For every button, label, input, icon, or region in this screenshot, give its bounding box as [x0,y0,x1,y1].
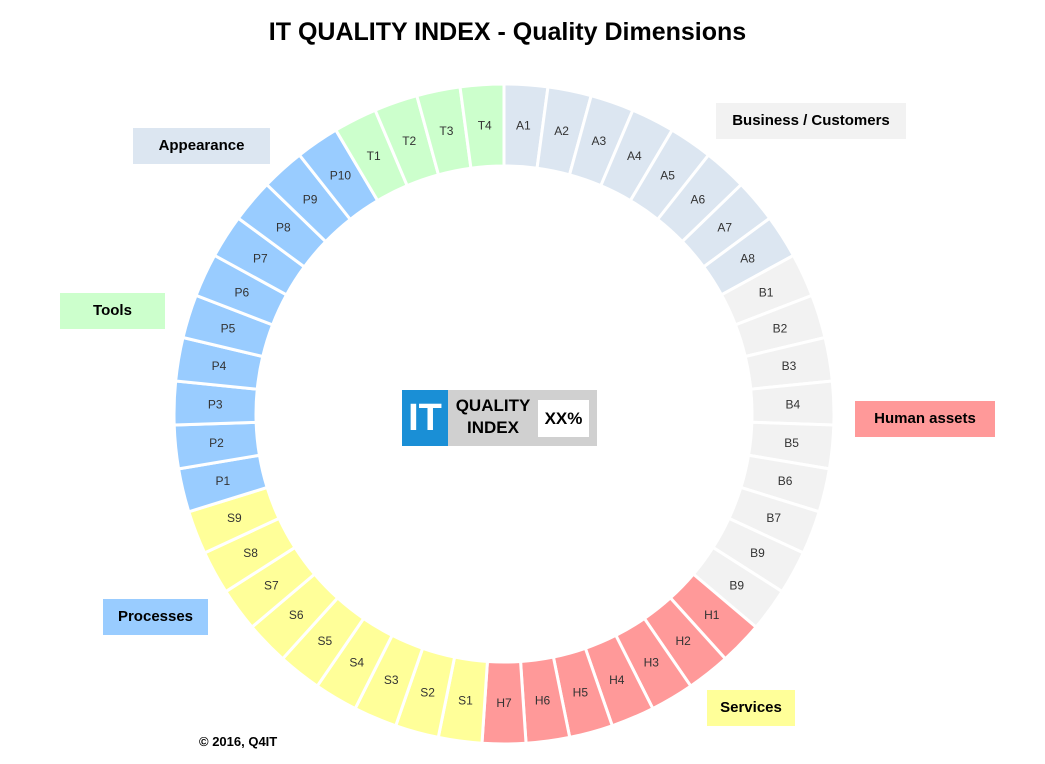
segment-label-b9: B9 [750,546,765,560]
segment-label-a4: A4 [627,149,642,163]
segment-label-t3: T3 [439,124,453,138]
segment-label-t4: T4 [478,119,492,133]
segment-label-h6: H6 [535,693,551,707]
segment-label-s2: S2 [420,686,435,700]
segment-label-a2: A2 [554,124,569,138]
segment-label-b3: B3 [782,359,797,373]
category-label-appearance: Appearance [133,128,270,164]
segment-label-a7: A7 [717,220,732,234]
segment-label-h2: H2 [675,634,691,648]
logo-line-quality: QUALITY [455,396,531,415]
segment-t4 [458,82,506,170]
logo-line-index: INDEX [467,418,519,437]
segment-label-s9: S9 [227,511,242,525]
logo-wordmark: QUALITY INDEX [450,395,536,439]
segment-label-b6: B6 [778,474,793,488]
segment-label-p7: P7 [253,251,268,265]
segment-label-b5: B5 [784,436,799,450]
segment-label-a5: A5 [660,169,675,183]
segment-label-b1: B1 [759,285,774,299]
it-quality-index-logo: IT QUALITY INDEX [402,390,597,446]
category-label-tools: Tools [60,293,165,329]
segment-label-h5: H5 [573,686,589,700]
segment-label-p4: P4 [212,359,227,373]
category-label-business: Business / Customers [716,103,906,139]
segment-label-s1: S1 [458,693,473,707]
segment-label-p3: P3 [208,397,223,411]
segment-label-b9: B9 [729,578,744,592]
category-label-services: Services [707,690,795,726]
segment-label-s8: S8 [243,546,258,560]
segment-label-p8: P8 [276,220,291,234]
category-label-processes: Processes [103,599,208,635]
segment-label-s6: S6 [289,608,304,622]
segment-label-b4: B4 [785,397,800,411]
segment-label-s5: S5 [318,634,333,648]
segment-label-s7: S7 [264,578,279,592]
segment-label-s3: S3 [384,673,399,687]
segment-label-a1: A1 [516,119,531,133]
copyright-notice: © 2016, Q4IT [199,734,278,749]
segment-label-h3: H3 [644,656,660,670]
segment-label-s4: S4 [349,656,364,670]
segment-label-p2: P2 [209,436,224,450]
diagram-title: IT QUALITY INDEX - Quality Dimensions [268,18,747,46]
segment-label-a8: A8 [740,251,755,265]
segment-label-p10: P10 [330,169,352,183]
segment-label-p1: P1 [216,474,231,488]
category-label-human-assets: Human assets [855,401,995,437]
segment-label-a3: A3 [591,134,606,148]
segment-label-a6: A6 [691,193,706,207]
segment-label-h7: H7 [496,696,512,710]
segment-label-h4: H4 [609,673,625,687]
logo-it-block: IT [402,390,448,446]
segment-label-h1: H1 [704,608,720,622]
index-value-box: XX% [538,400,589,437]
segment-label-p9: P9 [303,193,318,207]
segment-label-b7: B7 [766,511,781,525]
segment-label-p5: P5 [221,321,236,335]
segment-label-t1: T1 [367,149,381,163]
segment-label-t2: T2 [402,134,416,148]
segment-label-b2: B2 [773,321,788,335]
segment-label-p6: P6 [235,285,250,299]
